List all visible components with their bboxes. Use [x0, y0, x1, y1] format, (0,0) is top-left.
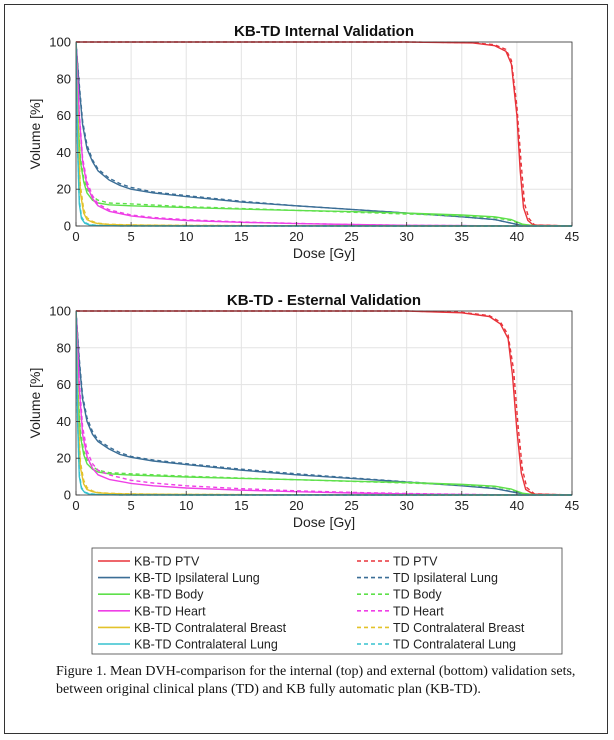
- x-tick-label: 10: [179, 498, 193, 513]
- y-tick-label: 20: [57, 182, 71, 197]
- legend-label: TD Ipsilateral Lung: [393, 571, 498, 585]
- y-tick-label: 100: [49, 35, 71, 50]
- x-tick-label: 0: [72, 498, 79, 513]
- y-tick-label: 100: [49, 304, 71, 319]
- legend-label: KB-TD PTV: [134, 555, 200, 569]
- legend-label: TD Body: [393, 588, 442, 602]
- chart-title: KB-TD - Esternal Validation: [227, 292, 421, 309]
- plot-border: [75, 310, 573, 496]
- x-tick-label: 35: [455, 498, 469, 513]
- legend: KB-TD PTV KB-TD Ipsilateral Lung KB-TD Bod…: [91, 547, 563, 655]
- y-tick-label: 0: [64, 488, 71, 503]
- x-tick-label: 15: [234, 498, 248, 513]
- legend-box: [91, 547, 563, 655]
- y-tick-label: 60: [57, 377, 71, 392]
- y-tick-label: 80: [57, 71, 71, 86]
- series-line-td-contralateral-lung: [76, 310, 572, 496]
- x-axis-label: Dose [Gy]: [293, 245, 355, 261]
- x-tick-label: 5: [127, 498, 134, 513]
- x-tick-label: 5: [127, 229, 134, 244]
- figure-caption: Figure 1. Mean DVH-comparison for the in…: [56, 664, 576, 697]
- x-tick-label: 20: [289, 229, 303, 244]
- y-tick-label: 20: [57, 451, 71, 466]
- x-tick-label: 45: [565, 498, 579, 513]
- x-tick-label: 35: [455, 229, 469, 244]
- y-tick-label: 0: [64, 219, 71, 234]
- x-tick-label: 0: [72, 229, 79, 244]
- x-tick-label: 10: [179, 229, 193, 244]
- chart-internal-validation: 0 5 10 15 20 25 30 35 40 45 0 20 40 60 80 100 KB-TD Inte…: [27, 23, 579, 261]
- y-tick-label: 80: [57, 340, 71, 355]
- x-tick-label: 25: [344, 229, 358, 244]
- series-group: [76, 310, 572, 496]
- x-tick-label: 15: [234, 229, 248, 244]
- y-tick-label: 60: [57, 108, 71, 123]
- legend-label: KB-TD Contralateral Lung: [134, 638, 278, 652]
- series-line-td-ptv: [76, 310, 572, 496]
- legend-label: KB-TD Body: [134, 588, 204, 602]
- legend-label: TD Contralateral Lung: [393, 638, 516, 652]
- legend-label: TD PTV: [393, 555, 438, 569]
- legend-label: KB-TD Ipsilateral Lung: [134, 571, 260, 585]
- y-tick-label: 40: [57, 414, 71, 429]
- plot-area: [76, 42, 572, 226]
- plot-border: [75, 41, 573, 227]
- y-tick-label: 40: [57, 145, 71, 160]
- chart-title: KB-TD Internal Validation: [234, 23, 414, 40]
- y-axis-label: Volume [%]: [27, 368, 43, 439]
- series-line-td-contralateral-lung: [76, 41, 572, 227]
- series-line-td-body: [76, 41, 572, 227]
- series-line-td-ptv: [76, 41, 572, 227]
- x-tick-label: 25: [344, 498, 358, 513]
- x-tick-label: 30: [399, 498, 413, 513]
- series-line-td-ipsilateral-lung: [76, 41, 572, 227]
- legend-label: TD Heart: [393, 604, 444, 618]
- x-axis-label: Dose [Gy]: [293, 514, 355, 530]
- series-line-kb-td-ptv: [76, 310, 572, 496]
- legend-label: KB-TD Heart: [134, 604, 206, 618]
- x-tick-label: 20: [289, 498, 303, 513]
- x-tick-label: 40: [510, 229, 524, 244]
- series-line-td-body: [76, 310, 572, 496]
- y-axis-label: Volume [%]: [27, 99, 43, 170]
- legend-label: KB-TD Contralateral Breast: [134, 621, 287, 635]
- chart-external-validation: 0 5 10 15 20 25 30 35 40 45 0 20 40 60 80 100 KB-TD - Es…: [27, 292, 579, 530]
- series-line-kb-td-ipsilateral-lung: [76, 310, 572, 496]
- series-line-td-heart: [76, 310, 572, 496]
- x-tick-label: 30: [399, 229, 413, 244]
- x-tick-label: 45: [565, 229, 579, 244]
- plot-area: [76, 311, 572, 495]
- series-line-kb-td-body: [76, 41, 572, 227]
- x-tick-label: 40: [510, 498, 524, 513]
- legend-label: TD Contralateral Breast: [393, 621, 525, 635]
- series-group: [76, 41, 572, 227]
